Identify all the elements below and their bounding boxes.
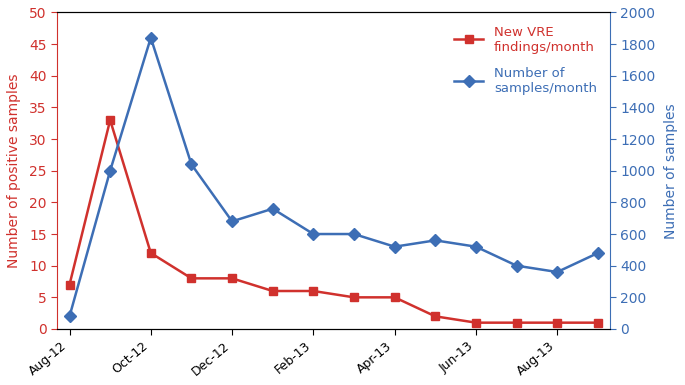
Number of
samples/month bbox=[390, 244, 399, 249]
New VRE
findings/month bbox=[431, 314, 439, 319]
New VRE
findings/month bbox=[269, 289, 277, 293]
New VRE
findings/month bbox=[106, 118, 114, 122]
Number of
samples/month bbox=[147, 35, 155, 40]
Number of
samples/month bbox=[512, 263, 521, 268]
Line: New VRE
findings/month: New VRE findings/month bbox=[65, 116, 602, 327]
Number of
samples/month bbox=[228, 219, 236, 224]
Number of
samples/month bbox=[594, 251, 602, 255]
New VRE
findings/month bbox=[472, 320, 480, 325]
New VRE
findings/month bbox=[553, 320, 561, 325]
Number of
samples/month bbox=[65, 314, 73, 319]
Number of
samples/month bbox=[309, 232, 317, 236]
Y-axis label: Number of samples: Number of samples bbox=[664, 103, 678, 239]
New VRE
findings/month bbox=[512, 320, 521, 325]
Number of
samples/month bbox=[187, 162, 195, 167]
Legend: New VRE
findings/month, Number of
samples/month: New VRE findings/month, Number of sample… bbox=[448, 19, 603, 101]
Number of
samples/month bbox=[106, 168, 114, 173]
New VRE
findings/month bbox=[594, 320, 602, 325]
New VRE
findings/month bbox=[350, 295, 358, 300]
New VRE
findings/month bbox=[187, 276, 195, 281]
Line: Number of
samples/month: Number of samples/month bbox=[65, 33, 602, 320]
New VRE
findings/month bbox=[147, 251, 155, 255]
Number of
samples/month bbox=[431, 238, 439, 243]
New VRE
findings/month bbox=[390, 295, 399, 300]
Y-axis label: Number of positive samples: Number of positive samples bbox=[7, 74, 21, 268]
Number of
samples/month bbox=[472, 244, 480, 249]
New VRE
findings/month bbox=[309, 289, 317, 293]
Number of
samples/month bbox=[350, 232, 358, 236]
New VRE
findings/month bbox=[65, 282, 73, 287]
Number of
samples/month bbox=[553, 270, 561, 275]
New VRE
findings/month bbox=[228, 276, 236, 281]
Number of
samples/month bbox=[269, 206, 277, 211]
